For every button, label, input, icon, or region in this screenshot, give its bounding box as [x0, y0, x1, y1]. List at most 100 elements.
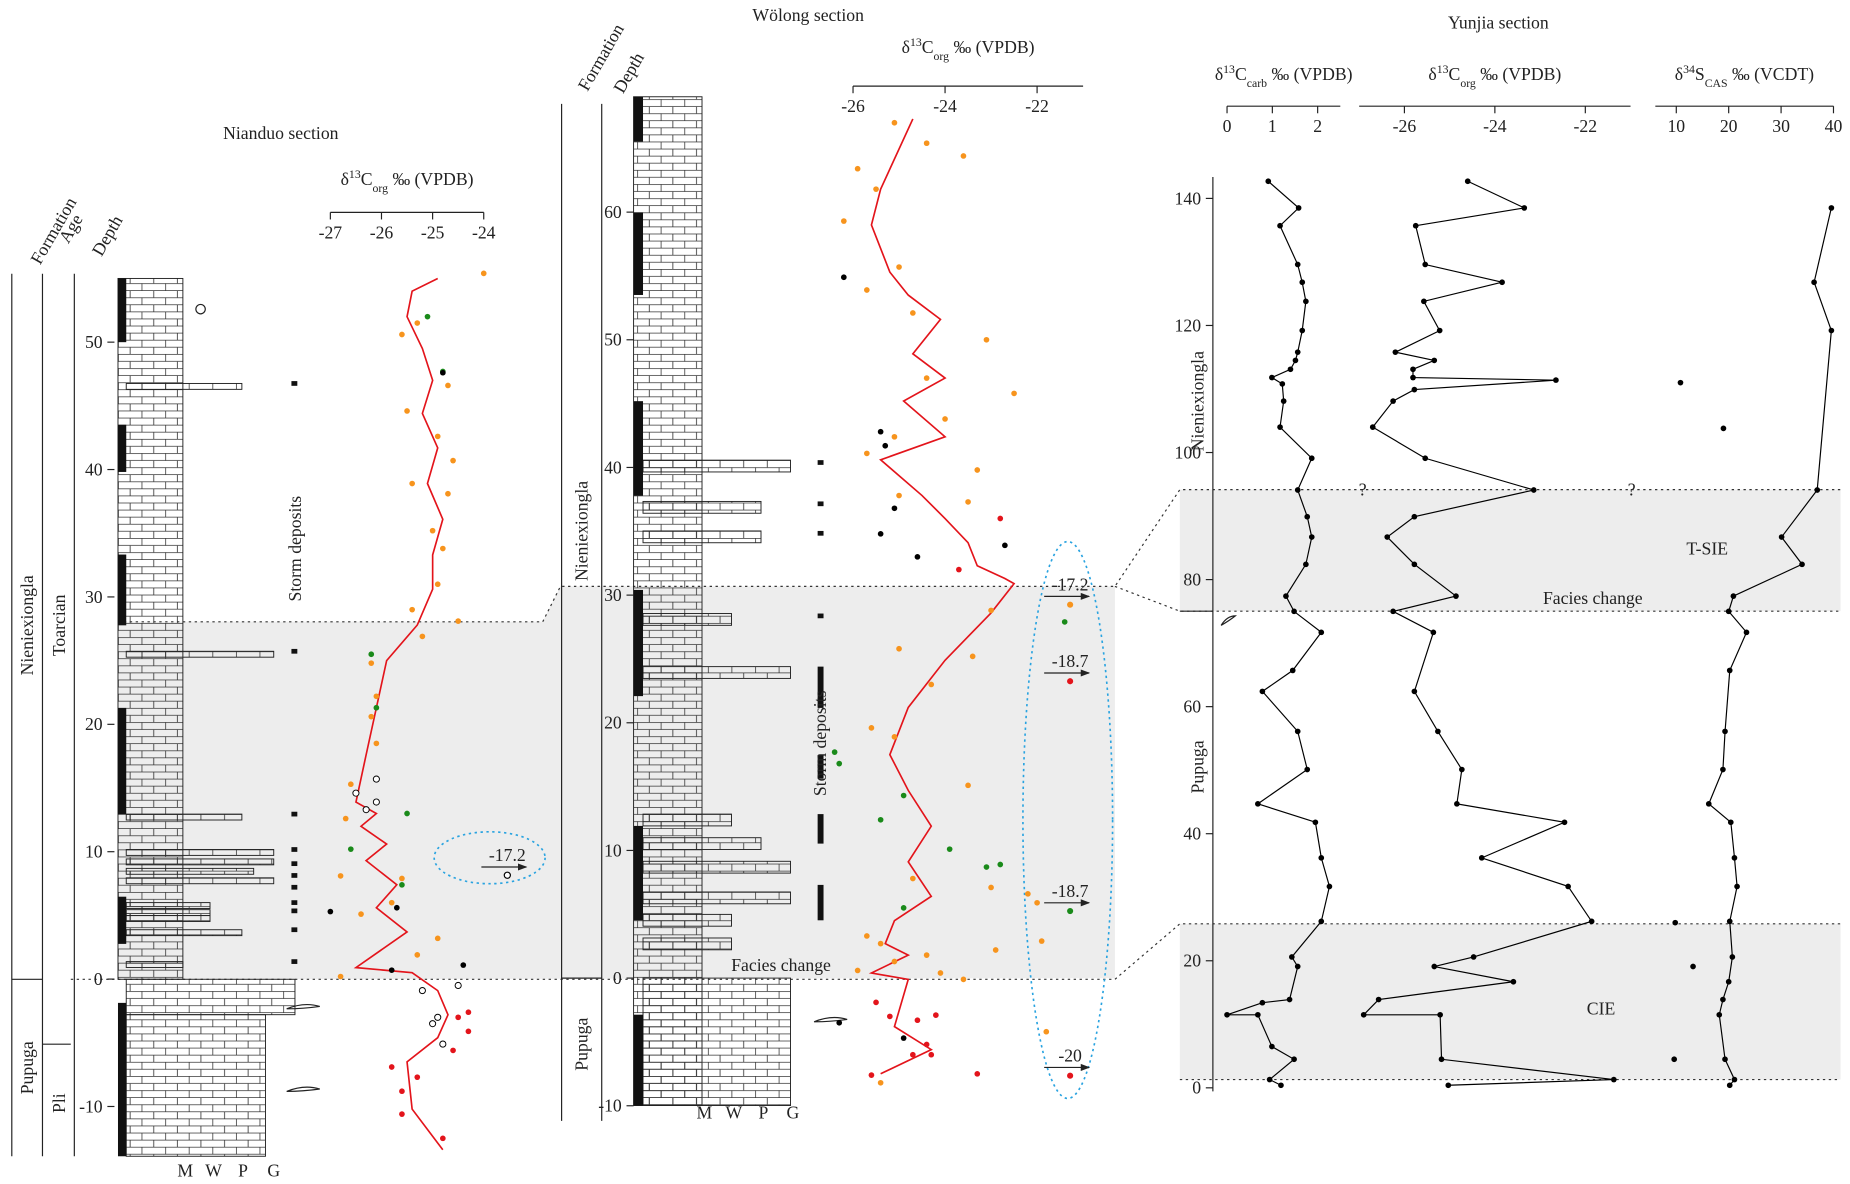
storm-mark: [291, 885, 297, 890]
bed: [126, 383, 242, 389]
age-name: Pli: [49, 1093, 69, 1113]
storm-mark: [291, 381, 297, 386]
storm-mark: [818, 460, 824, 465]
strip: [634, 1015, 643, 1106]
data-point: [374, 705, 380, 711]
data-point: [1459, 767, 1465, 773]
data-point: [1437, 328, 1443, 334]
axis-title: δ13Corg ‰ (VPDB): [341, 167, 474, 195]
axis-title-part: δ: [1675, 64, 1683, 84]
data-point: [450, 1048, 456, 1054]
data-point: [1435, 729, 1441, 735]
y-tick-label: 30: [85, 587, 103, 607]
texture-label: M: [697, 1103, 713, 1123]
data-point: [924, 140, 930, 146]
data-point: [1277, 223, 1283, 229]
data-point: [869, 1072, 875, 1078]
data-point: [1295, 262, 1301, 268]
data-point: [1734, 884, 1740, 890]
data-point: [997, 516, 1003, 522]
note: CIE: [1587, 999, 1616, 1019]
data-point: [1453, 593, 1459, 599]
data-point: [1726, 609, 1732, 615]
data-point: [435, 1014, 441, 1020]
data-point: [440, 546, 446, 552]
y-tick-label: 30: [604, 585, 622, 605]
data-point: [1376, 997, 1382, 1003]
bed: [126, 651, 273, 657]
data-point: [1562, 819, 1568, 825]
data-point: [1445, 1082, 1451, 1088]
data-point: [1011, 391, 1017, 397]
data-point: [445, 491, 451, 497]
data-point: [389, 1064, 395, 1070]
data-point: [409, 607, 415, 613]
data-point: [1727, 919, 1733, 925]
axis-title-part: C: [922, 37, 934, 57]
x-tick-label: 30: [1772, 116, 1790, 136]
data-point: [988, 608, 994, 614]
body: {"chart_data": [ {"type": "scatter", "ti…: [0, 0, 1850, 1184]
data-point: [389, 967, 395, 973]
data-point: [1293, 358, 1299, 364]
storm-mark: [818, 614, 824, 619]
data-point: [910, 876, 916, 882]
texture-label: W: [205, 1160, 222, 1180]
data-point: [855, 166, 861, 172]
note: Facies change: [1543, 588, 1643, 608]
data-point: [892, 434, 898, 440]
data-point: [1431, 964, 1437, 970]
data-point: [1224, 1012, 1230, 1018]
data-point: [836, 1020, 842, 1026]
data-point: [896, 264, 902, 270]
data-point: [435, 581, 441, 587]
outlier-point: [1067, 1073, 1073, 1079]
data-point: [358, 911, 364, 917]
data-point: [1412, 689, 1418, 695]
data-point: [1720, 997, 1726, 1003]
data-point: [1260, 1000, 1266, 1006]
data-point: [389, 900, 395, 906]
outlier-point: [1067, 678, 1073, 684]
data-point: [1531, 487, 1537, 493]
texture-label: P: [758, 1103, 768, 1123]
data-point: [466, 1028, 472, 1034]
bed: [126, 903, 210, 909]
data-point: [1062, 619, 1068, 625]
data-point: [1412, 562, 1418, 568]
outlier-label: -17.2: [1052, 574, 1089, 594]
storm-mark: [291, 900, 297, 905]
x-tick-label: -24: [933, 96, 957, 116]
bed: [643, 814, 731, 826]
data-point: [435, 936, 441, 942]
storm-mark: [291, 959, 297, 964]
x-tick-label: -22: [1574, 116, 1598, 136]
axis-title-part: δ: [1428, 64, 1436, 84]
x-tick-label: -22: [1025, 96, 1049, 116]
y-tick-label: 40: [85, 459, 103, 479]
y-tick-label: 80: [1183, 569, 1201, 589]
data-point: [965, 499, 971, 505]
data-point: [399, 1088, 405, 1094]
bed: [643, 914, 731, 926]
x-tick-label: -26: [841, 96, 865, 116]
formation-name: Nieniexiongla: [17, 575, 37, 675]
data-point: [924, 1042, 930, 1048]
section-title: Nianduo section: [223, 123, 339, 143]
data-point: [1291, 609, 1297, 615]
data-point: [836, 761, 842, 767]
data-point: [1720, 767, 1726, 773]
data-point: [1412, 514, 1418, 520]
shaded-interval: [1180, 924, 1841, 1080]
y-tick-label: -10: [79, 1096, 103, 1116]
data-point: [984, 337, 990, 343]
texture-label: W: [726, 1103, 743, 1123]
storm-mark: [291, 861, 297, 866]
x-tick-label: 20: [1720, 116, 1738, 136]
data-point: [466, 1009, 472, 1015]
figure: Nianduo sectionδ13Corg ‰ (VPDB)-27-26-25…: [0, 0, 1850, 1184]
data-point: [353, 790, 359, 796]
data-point: [1732, 1077, 1738, 1083]
y-tick-label: 40: [604, 457, 622, 477]
column-header: Depth: [609, 49, 648, 97]
